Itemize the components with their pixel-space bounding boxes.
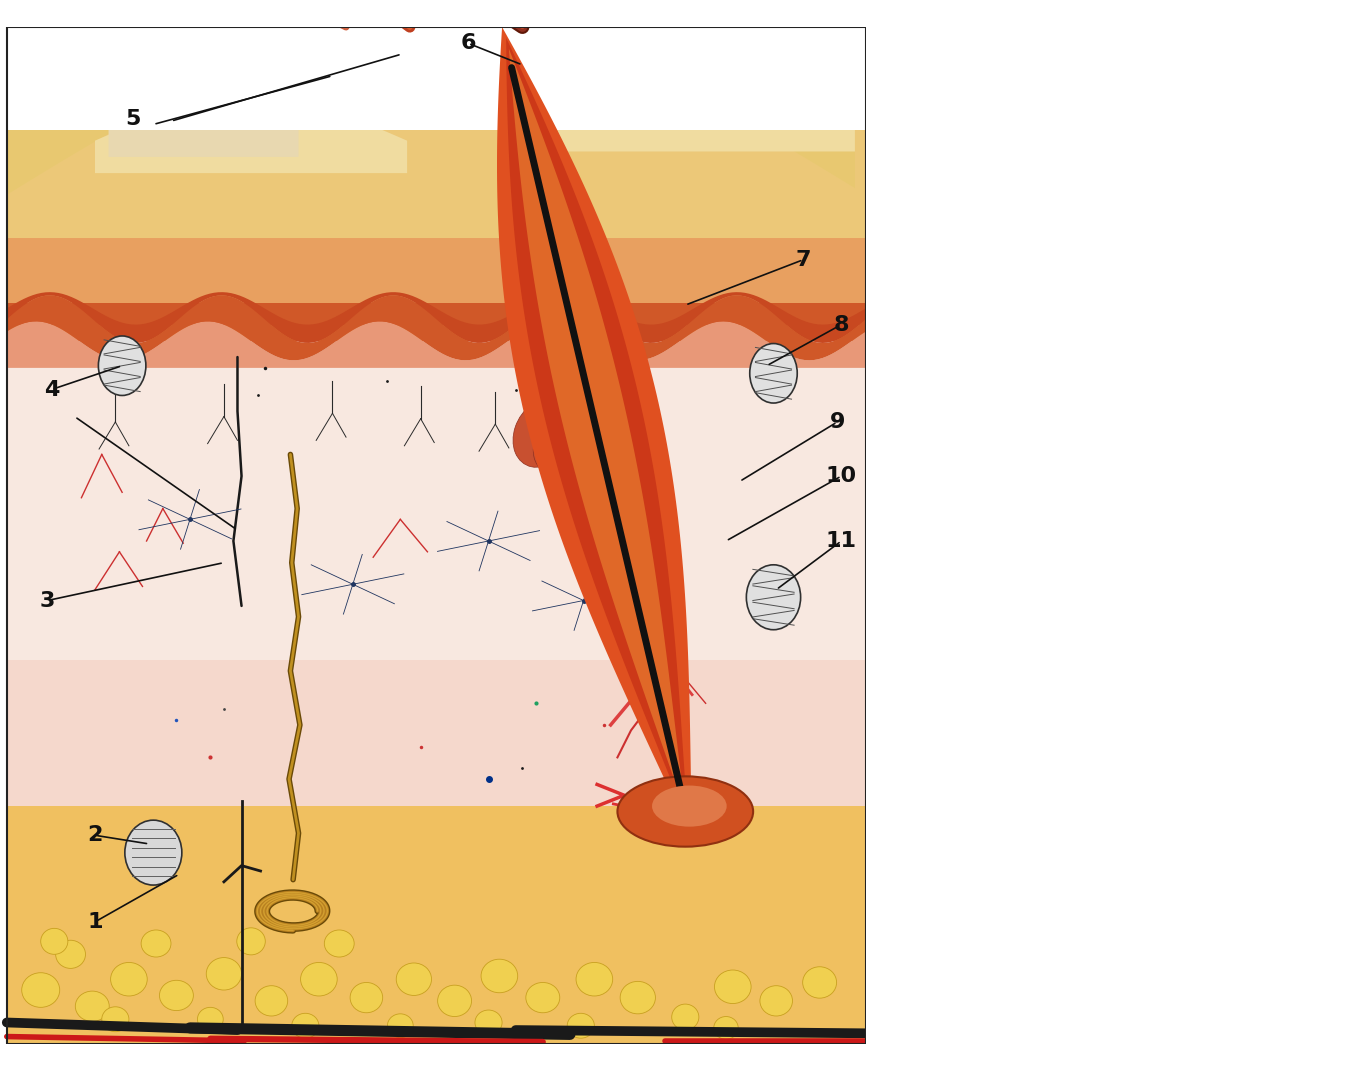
Ellipse shape [480,959,517,993]
Polygon shape [109,97,299,157]
Ellipse shape [125,820,182,885]
Ellipse shape [527,982,560,1013]
Bar [7,238,866,303]
Ellipse shape [22,973,60,1007]
Text: II: II [1289,530,1311,552]
Ellipse shape [102,1006,129,1032]
Polygon shape [543,54,855,151]
Ellipse shape [255,986,288,1016]
Bar [7,27,866,1044]
Polygon shape [7,27,866,238]
Ellipse shape [541,393,593,451]
Bar [7,325,866,806]
Text: 2: 2 [87,826,103,845]
Bar [7,303,866,325]
Ellipse shape [577,963,613,995]
Bar [866,0,1357,1082]
Ellipse shape [475,1011,502,1034]
Ellipse shape [292,1013,319,1039]
Polygon shape [506,38,688,822]
Ellipse shape [396,963,432,995]
Ellipse shape [300,963,337,995]
Ellipse shape [438,985,472,1017]
Ellipse shape [620,981,655,1014]
Ellipse shape [651,786,727,827]
Bar [7,325,866,660]
Ellipse shape [672,1004,699,1030]
Ellipse shape [714,1017,738,1039]
Text: 5: 5 [125,109,141,129]
Ellipse shape [160,980,194,1011]
Ellipse shape [533,425,574,473]
Ellipse shape [513,398,573,467]
Text: 8: 8 [833,315,849,334]
Ellipse shape [803,967,836,998]
Bar [7,287,866,341]
Ellipse shape [715,969,752,1004]
Text: 3: 3 [39,591,56,610]
Ellipse shape [41,928,68,954]
Polygon shape [7,27,866,130]
Ellipse shape [76,991,110,1021]
Ellipse shape [206,958,242,990]
Bar [7,27,866,238]
Text: 10: 10 [826,466,856,486]
Polygon shape [7,295,866,360]
Ellipse shape [567,1013,594,1039]
Text: 7: 7 [795,250,811,269]
Polygon shape [509,49,685,812]
Ellipse shape [760,986,792,1016]
Polygon shape [7,292,866,343]
Text: 4: 4 [43,380,60,399]
Ellipse shape [198,1007,223,1031]
Ellipse shape [141,929,171,956]
Bar [0,0,1357,27]
Ellipse shape [746,565,801,630]
Ellipse shape [56,940,85,968]
Text: III: III [1285,893,1315,914]
Ellipse shape [350,982,383,1013]
Polygon shape [7,27,855,238]
Ellipse shape [236,928,266,955]
Bar [0,1044,1357,1082]
Text: 9: 9 [829,412,845,432]
Text: 6: 6 [460,34,476,53]
Polygon shape [497,27,692,839]
Ellipse shape [110,963,147,995]
Polygon shape [95,97,407,173]
Ellipse shape [617,777,753,846]
Ellipse shape [388,1014,413,1038]
Bar [7,806,866,1044]
Text: 11: 11 [826,531,856,551]
Ellipse shape [749,343,798,403]
Text: I: I [1295,184,1305,206]
Ellipse shape [324,929,354,956]
Ellipse shape [98,335,147,396]
Polygon shape [7,321,866,368]
Text: 1: 1 [87,912,103,932]
